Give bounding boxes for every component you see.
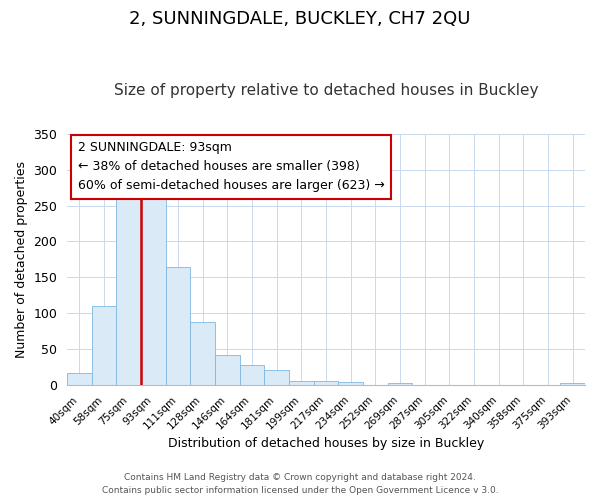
Bar — [338, 382, 363, 385]
Bar — [265, 370, 289, 385]
Bar — [240, 365, 265, 385]
Bar — [116, 175, 141, 385]
Bar — [141, 192, 166, 385]
Y-axis label: Number of detached properties: Number of detached properties — [15, 161, 28, 358]
Bar — [560, 382, 585, 385]
Bar — [314, 380, 338, 385]
X-axis label: Distribution of detached houses by size in Buckley: Distribution of detached houses by size … — [168, 437, 484, 450]
Text: 2, SUNNINGDALE, BUCKLEY, CH7 2QU: 2, SUNNINGDALE, BUCKLEY, CH7 2QU — [129, 10, 471, 28]
Bar — [166, 268, 190, 385]
Text: 2 SUNNINGDALE: 93sqm
← 38% of detached houses are smaller (398)
60% of semi-deta: 2 SUNNINGDALE: 93sqm ← 38% of detached h… — [77, 142, 384, 192]
Bar — [190, 322, 215, 385]
Bar — [67, 374, 92, 385]
Bar — [215, 356, 240, 385]
Bar — [289, 380, 314, 385]
Text: Contains HM Land Registry data © Crown copyright and database right 2024.
Contai: Contains HM Land Registry data © Crown c… — [101, 474, 499, 495]
Title: Size of property relative to detached houses in Buckley: Size of property relative to detached ho… — [114, 83, 538, 98]
Bar — [92, 306, 116, 385]
Bar — [388, 382, 412, 385]
